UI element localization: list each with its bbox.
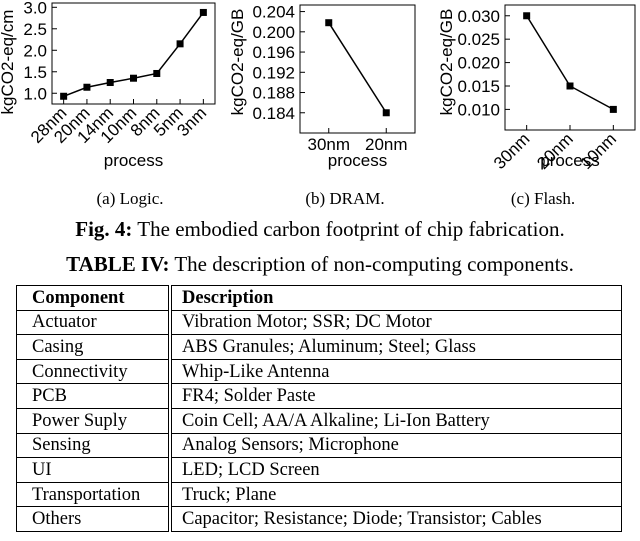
- table-caption-text: The description of non-computing compone…: [174, 252, 574, 276]
- table-row: Actuator Vibration Motor; SSR; DC Motor: [16, 309, 622, 336]
- data-point: [382, 109, 390, 117]
- data-point: [325, 19, 333, 27]
- table-row: UI LED; LCD Screen: [16, 457, 622, 483]
- table-row: Sensing Analog Sensors; Microphone: [16, 432, 622, 459]
- table-cell: Vibration Motor; SSR; DC Motor: [168, 309, 622, 336]
- table-row: PCB FR4; Solder Paste: [16, 383, 622, 409]
- table-cell: LED; LCD Screen: [168, 457, 622, 483]
- table: Component Description Actuator Vibration Mo…: [16, 285, 622, 532]
- data-line: [328, 22, 387, 114]
- y-tick-label: 1.5: [23, 63, 47, 82]
- y-tick-label: 0.196: [252, 43, 295, 62]
- table-cell: ABS Granules; Aluminum; Steel; Glass: [168, 334, 622, 360]
- table-caption: TABLE IV: The description of non-computi…: [0, 252, 640, 277]
- data-point: [106, 79, 114, 87]
- subcaption: (a) Logic.: [96, 189, 163, 208]
- table-row: Casing ABS Granules; Aluminum; Steel; Gla…: [16, 334, 622, 360]
- table-cell: FR4; Solder Paste: [168, 383, 622, 409]
- subcaption: (b) DRAM.: [305, 189, 384, 208]
- table-cell: Casing: [16, 334, 171, 360]
- x-axis-label: process: [540, 151, 600, 170]
- y-tick-label: 0.020: [457, 54, 500, 73]
- data-point: [176, 40, 184, 48]
- table-cell: Whip-Like Antenna: [168, 358, 622, 385]
- data-point: [609, 105, 617, 113]
- table-cell: Actuator: [16, 309, 171, 336]
- table-cell: Sensing: [16, 432, 171, 459]
- data-point: [83, 83, 91, 91]
- table-cell: Coin Cell; AA/A Alkaline; Li-Ion Battery: [168, 407, 622, 434]
- y-tick-label: 0.015: [457, 77, 500, 96]
- y-axis-label: kgCO2-eq/GB: [228, 9, 247, 116]
- table-label: TABLE IV:: [66, 252, 170, 276]
- table-cell: Connectivity: [16, 358, 171, 385]
- y-axis-label: kgCO2-eq/cm: [0, 10, 17, 115]
- y-tick-label: 2.0: [23, 41, 47, 60]
- data-line: [63, 12, 204, 97]
- table-row: Others Capacitor; Resistance; Diode; Tran…: [16, 506, 622, 532]
- table-cell: Truck; Plane: [168, 481, 622, 508]
- x-tick-label: 20nm: [365, 135, 408, 154]
- data-point: [130, 74, 137, 82]
- data-point: [153, 69, 161, 77]
- data-point: [523, 12, 531, 20]
- table-cell: UI: [16, 457, 171, 483]
- figure-text: The embodied carbon footprint of chip fa…: [137, 217, 565, 241]
- y-tick-label: 0.030: [457, 7, 500, 26]
- table-cell: PCB: [16, 383, 171, 409]
- header-cell: Component: [16, 285, 171, 311]
- y-tick-label: 2.5: [23, 20, 47, 39]
- plot-frame: [51, 2, 216, 105]
- table-cell: Capacitor; Resistance; Diode; Transistor…: [168, 506, 622, 532]
- table-cell: Others: [16, 506, 171, 532]
- x-tick-label: 30nm: [490, 129, 534, 173]
- y-axis-label: kgCO2-eq/GB: [437, 9, 456, 116]
- table-row: Power Suply Coin Cell; AA/A Alkaline; Li-…: [16, 407, 622, 434]
- table-row: Connectivity Whip-Like Antenna: [16, 358, 622, 385]
- subcaption: (c) Flash.: [511, 189, 575, 208]
- table-cell: Transportation: [16, 481, 171, 508]
- figure-label: Fig. 4:: [75, 217, 133, 241]
- data-line: [526, 15, 614, 111]
- table-cell: Power Suply: [16, 407, 171, 434]
- table-cell: Analog Sensors; Microphone: [168, 432, 622, 459]
- figure-caption: Fig. 4: The embodied carbon footprint of…: [0, 217, 640, 242]
- x-axis-label: process: [104, 151, 164, 170]
- y-tick-label: 1.0: [23, 84, 47, 103]
- x-axis-label: process: [328, 151, 388, 170]
- table-row: Transportation Truck; Plane: [16, 481, 622, 508]
- y-tick-label: 0.025: [457, 30, 500, 49]
- plot-frame: [299, 4, 416, 134]
- data-point: [199, 8, 207, 16]
- y-tick-label: 0.200: [252, 23, 295, 42]
- y-tick-label: 0.010: [457, 100, 500, 119]
- data-point: [60, 92, 68, 100]
- y-tick-label: 0.204: [252, 3, 295, 22]
- data-point: [566, 82, 574, 90]
- y-tick-label: 3.0: [23, 0, 47, 17]
- x-tick-label: 30nm: [307, 135, 350, 154]
- table-header-row: Component Description: [16, 285, 622, 311]
- y-tick-label: 0.192: [252, 63, 295, 82]
- figure: 1.01.52.02.53.028nm20nm14nm10nm8nm5nm3nm…: [0, 0, 636, 208]
- y-tick-label: 0.184: [252, 104, 295, 123]
- header-cell: Description: [168, 285, 622, 311]
- y-tick-label: 0.188: [252, 84, 295, 103]
